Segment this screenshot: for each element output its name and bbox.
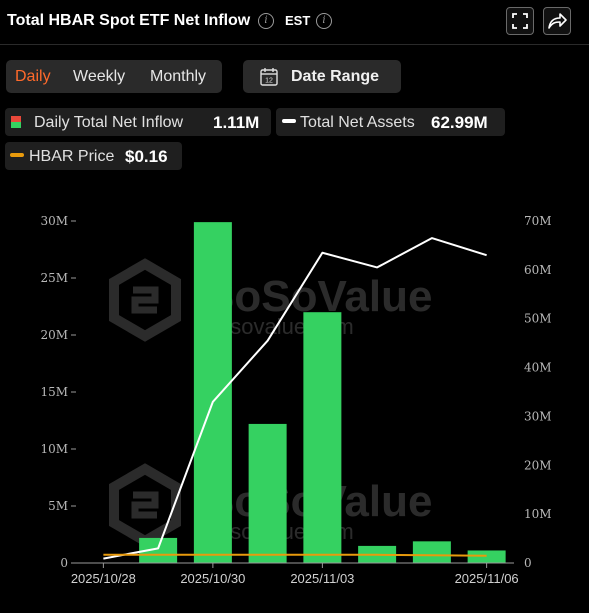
legend-inflow[interactable]: Daily Total Net Inflow 1.11M (5, 108, 271, 136)
price-legend-swatch-icon (10, 153, 24, 157)
y-right-tick-label: 10M (524, 507, 552, 521)
chart-title: Total HBAR Spot ETF Net Inflow (7, 12, 251, 29)
period-selector: Daily Weekly Monthly (6, 60, 222, 93)
y-left-tick-label: 5M (48, 499, 68, 513)
watermark-logo-icon-2 (109, 463, 181, 547)
price-line (103, 553, 487, 557)
watermark-logo-icon (109, 258, 181, 342)
calendar-icon: 12 (260, 68, 278, 86)
title-info-icon[interactable]: i (258, 13, 274, 29)
y-right-tick-label: 20M (524, 458, 552, 472)
legend-price-label: HBAR Price (29, 148, 115, 165)
period-monthly-tab[interactable]: Monthly (150, 68, 207, 85)
share-button[interactable] (543, 7, 571, 35)
y-right-tick-label: 0 (524, 556, 532, 570)
y-right-tick-label: 60M (524, 263, 552, 277)
y-axis-left: 0 5M 10M 15M 20M 25M 30M (40, 214, 76, 570)
assets-line (103, 237, 487, 560)
y-right-tick-label: 30M (524, 409, 552, 423)
timezone-info-icon[interactable]: i (316, 13, 332, 29)
chart-header: Total HBAR Spot ETF Net Inflow i EST i (0, 0, 589, 45)
y-right-tick-label: 40M (524, 361, 552, 375)
legend-price-value: $0.16 (125, 147, 168, 166)
inflow-bar (193, 222, 232, 563)
fullscreen-icon (512, 13, 528, 29)
period-weekly-tab[interactable]: Weekly (73, 68, 126, 85)
y-left-tick-label: 15M (40, 385, 68, 399)
x-tick-label: 2025/11/03 (290, 571, 354, 586)
y-left-tick-label: 20M (40, 328, 68, 342)
period-daily-tab[interactable]: Daily (15, 68, 51, 85)
date-range-label: Date Range (291, 68, 380, 85)
x-tick-label: 2025/11/06 (455, 571, 519, 586)
date-range-button[interactable]: 12 Date Range (243, 60, 401, 93)
x-tick-label: 2025/10/28 (71, 571, 136, 586)
x-tick-label: 2025/10/30 (180, 571, 245, 586)
watermark-upper: SoSoValue sosovalue.com (109, 258, 432, 342)
y-left-tick-label: 30M (40, 214, 68, 228)
share-icon (548, 13, 567, 29)
legend-assets[interactable]: Total Net Assets 62.99M (276, 108, 505, 136)
y-right-tick-label: 70M (524, 214, 552, 228)
y-right-tick-label: 50M (524, 312, 552, 326)
inflow-bar (467, 550, 506, 563)
svg-text:12: 12 (265, 78, 273, 85)
legend-price[interactable]: HBAR Price $0.16 (5, 142, 182, 170)
y-left-tick-label: 10M (40, 442, 68, 456)
y-axis-right: 0 10M 20M 30M 40M 50M 60M 70M (524, 214, 552, 570)
fullscreen-button[interactable] (506, 7, 534, 35)
legend-assets-value: 62.99M (431, 113, 488, 132)
x-axis: 2025/10/28 2025/10/30 2025/11/03 2025/11/06 (71, 562, 519, 586)
inflow-bar (248, 423, 287, 563)
inflow-bar (303, 312, 342, 563)
series-lines (103, 237, 487, 560)
inflow-bar (412, 541, 451, 563)
legend-inflow-value: 1.11M (213, 113, 260, 132)
y-left-tick-label: 25M (40, 271, 68, 285)
inflow-legend-swatch-icon (11, 116, 21, 128)
legend-assets-label: Total Net Assets (300, 114, 415, 131)
assets-legend-swatch-icon (282, 119, 296, 123)
timezone-label: EST (285, 13, 311, 28)
legend-inflow-label: Daily Total Net Inflow (34, 114, 184, 131)
y-left-tick-label: 0 (60, 556, 68, 570)
inflow-bars (139, 222, 506, 563)
